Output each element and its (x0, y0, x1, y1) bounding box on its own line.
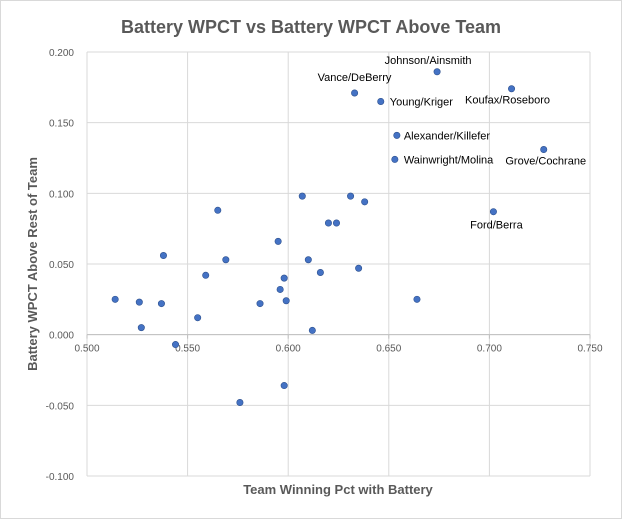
data-point (316, 268, 324, 276)
data-point (236, 399, 244, 407)
data-point (280, 274, 288, 282)
data-point (508, 85, 516, 93)
data-point (433, 68, 441, 76)
point-label: Young/Kriger (390, 96, 454, 108)
data-point (355, 264, 363, 272)
data-point (361, 198, 369, 206)
data-point (351, 89, 359, 97)
data-point (308, 326, 316, 334)
data-point (393, 131, 401, 139)
data-point (214, 206, 222, 214)
data-points (111, 68, 548, 407)
x-tick-label: 0.650 (376, 344, 401, 355)
data-point (222, 256, 230, 264)
point-label: Grove/Cochrane (505, 156, 586, 168)
point-labels: Vance/DeBerry Young/Kriger Johnson/Ainsmit… (318, 55, 586, 232)
data-point (111, 295, 119, 303)
y-tick-label: -0.100 (46, 472, 75, 483)
y-tick-label: 0.050 (49, 260, 74, 271)
data-point (274, 237, 282, 245)
data-point (202, 271, 210, 279)
data-point (489, 208, 497, 216)
data-point (157, 300, 165, 308)
y-tick-label: 0.200 (49, 48, 74, 59)
data-point (298, 192, 306, 200)
data-point (276, 285, 284, 293)
data-point (347, 192, 355, 200)
point-label: Alexander/Killefer (404, 130, 491, 142)
y-tick-label: 0.150 (49, 119, 74, 130)
y-tick-label: 0.100 (49, 189, 74, 200)
data-point (135, 298, 143, 306)
data-point (391, 155, 399, 163)
data-point (540, 146, 548, 154)
y-axis-title: Battery WPCT Above Rest of Team (25, 157, 40, 371)
y-tick-label: 0.000 (49, 331, 74, 342)
gridlines (86, 51, 591, 477)
x-tick-label: 0.550 (175, 344, 200, 355)
tick-labels: -0.100 -0.050 0.000 0.050 0.100 0.150 0.200 0.5… (46, 48, 603, 483)
x-tick-label: 0.500 (74, 344, 99, 355)
data-point (282, 297, 290, 305)
x-tick-label: 0.700 (477, 344, 502, 355)
data-point (413, 295, 421, 303)
point-label: Wainwright/Molina (404, 154, 494, 166)
data-point (377, 97, 385, 105)
data-point (137, 324, 145, 332)
x-axis-title: Team Winning Pct with Battery (243, 482, 433, 497)
data-point (304, 256, 312, 264)
point-label: Ford/Berra (470, 220, 523, 232)
point-label: Koufax/Roseboro (465, 95, 550, 107)
data-point (324, 219, 332, 227)
x-tick-label: 0.750 (577, 344, 602, 355)
data-point (159, 252, 167, 260)
point-label: Vance/DeBerry (318, 72, 392, 84)
chart-title: Battery WPCT vs Battery WPCT Above Team (121, 17, 501, 37)
data-point (172, 341, 180, 349)
point-label: Johnson/Ainsmith (385, 55, 472, 67)
y-tick-label: -0.050 (46, 401, 75, 412)
x-tick-label: 0.600 (276, 344, 301, 355)
data-point (256, 300, 264, 308)
data-point (332, 219, 340, 227)
data-point (280, 382, 288, 390)
data-point (194, 314, 202, 322)
